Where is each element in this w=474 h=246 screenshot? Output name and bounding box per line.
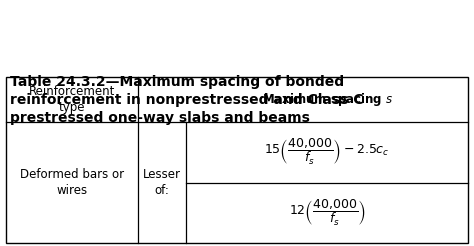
Text: Table 24.3.2—Maximum spacing of bonded
reinforcement in nonprestressed and Class: Table 24.3.2—Maximum spacing of bonded r… (9, 75, 363, 125)
Text: $15\left(\dfrac{40{,}000}{f_s}\right)-2.5c_c$: $15\left(\dfrac{40{,}000}{f_s}\right)-2.… (264, 138, 390, 168)
Text: Deformed bars or
wires: Deformed bars or wires (19, 168, 124, 197)
Text: Maximum spacing $s$: Maximum spacing $s$ (262, 91, 393, 108)
Text: Reinforcement
type: Reinforcement type (28, 85, 115, 114)
Text: Lesser
of:: Lesser of: (143, 168, 181, 197)
Text: $12\left(\dfrac{40{,}000}{f_s}\right)$: $12\left(\dfrac{40{,}000}{f_s}\right)$ (289, 198, 366, 228)
Bar (6, 77, 468, 243)
